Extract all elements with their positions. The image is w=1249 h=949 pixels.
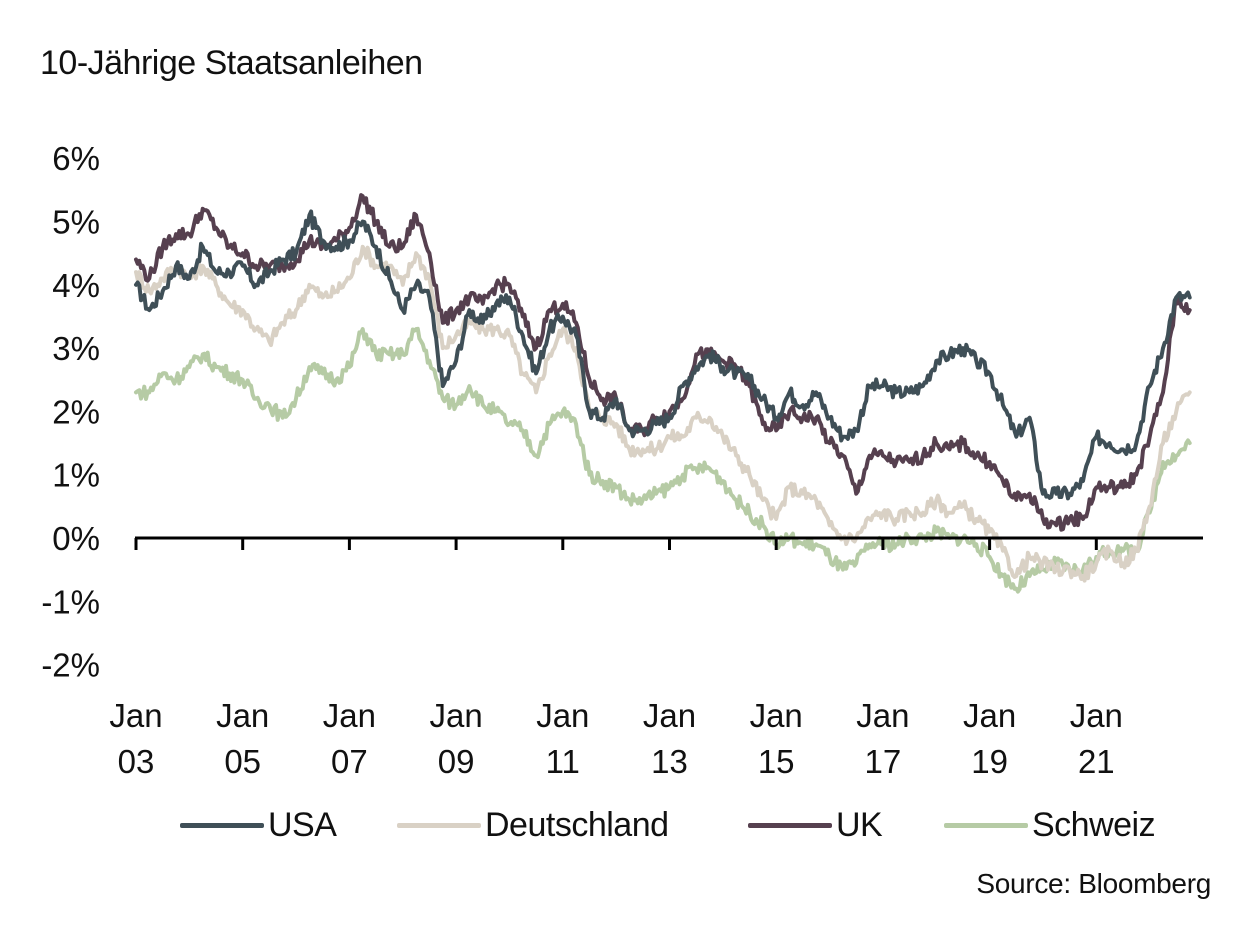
x-tick-label-year: 03 — [118, 743, 155, 780]
series-line-uk — [134, 193, 1192, 532]
y-tick-label: 1% — [52, 457, 100, 494]
x-tick-label-year: 17 — [865, 743, 902, 780]
series-line-deutschland — [134, 244, 1192, 583]
y-tick-label: 3% — [52, 330, 100, 367]
legend-item-uk: UK — [748, 805, 883, 845]
y-tick-label: 6% — [52, 140, 100, 177]
x-tick-label-month: Jan — [750, 697, 803, 734]
legend-item-schweiz: Schweiz — [944, 805, 1156, 845]
legend-swatch-usa — [180, 822, 264, 828]
x-tick-label-month: Jan — [643, 697, 696, 734]
x-tick-label-year: 07 — [331, 743, 368, 780]
y-tick-label: 4% — [52, 267, 100, 304]
y-tick-label: -1% — [41, 583, 100, 620]
x-tick-label-year: 11 — [546, 743, 580, 780]
x-tick-label-month: Jan — [109, 697, 162, 734]
y-tick-label: 2% — [52, 393, 100, 430]
x-tick-label-year: 19 — [971, 743, 1008, 780]
legend-item-usa: USA — [180, 805, 337, 845]
series-line-schweiz — [134, 326, 1192, 594]
y-tick-label: 5% — [52, 204, 100, 241]
x-tick-label-year: 05 — [224, 743, 261, 780]
x-tick-label-month: Jan — [963, 697, 1016, 734]
x-tick-label-month: Jan — [1070, 697, 1123, 734]
chart-title: 10-Jährige Staatsanleihen — [40, 44, 423, 82]
legend-label-uk: UK — [836, 805, 883, 844]
legend-swatch-uk — [748, 822, 832, 828]
legend: USA Deutschland UK Schweiz — [0, 805, 1249, 845]
x-tick-label-month: Jan — [216, 697, 269, 734]
legend-label-usa: USA — [268, 805, 337, 844]
y-tick-label: 0% — [52, 520, 100, 557]
x-tick-label-year: 15 — [758, 743, 795, 780]
x-axis-tick-labels: Jan 03 Jan 05 Jan 07 Jan 09 Jan 11 Jan 13 Jan 15 Jan 17… — [109, 697, 1123, 780]
x-tick-label-year: 13 — [651, 743, 688, 780]
x-tick-label-year: 21 — [1078, 743, 1115, 780]
x-tick-label-month: Jan — [323, 697, 376, 734]
y-axis-tick-labels: 6% 5% 4% 3% 2% 1% 0% -1% -2% — [41, 140, 100, 683]
x-tick-label-year: 09 — [438, 743, 475, 780]
legend-swatch-deutschland — [397, 822, 481, 828]
legend-item-deutschland: Deutschland — [397, 805, 669, 845]
x-tick-label-month: Jan — [856, 697, 909, 734]
x-tick-label-month: Jan — [429, 697, 482, 734]
x-tick-label-month: Jan — [536, 697, 589, 734]
source-note: Source: Bloomberg — [976, 868, 1211, 899]
x-axis — [134, 536, 1203, 550]
legend-swatch-schweiz — [944, 822, 1028, 828]
y-tick-label: -2% — [41, 647, 100, 684]
legend-label-schweiz: Schweiz — [1032, 805, 1156, 844]
series-line-usa — [134, 209, 1192, 501]
series-lines — [134, 193, 1192, 594]
legend-label-deutschland: Deutschland — [485, 805, 669, 844]
